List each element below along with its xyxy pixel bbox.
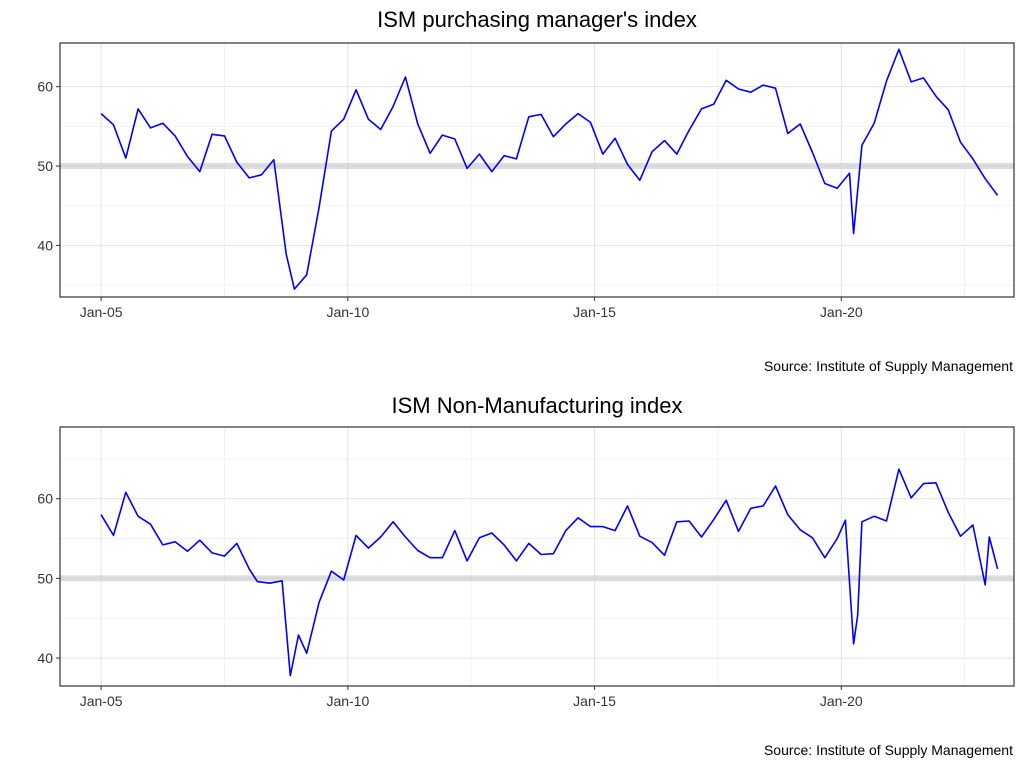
x-tick-label: Jan-15 (573, 304, 616, 320)
x-tick-label: Jan-20 (820, 304, 863, 320)
pmi-chart: ISM purchasing manager's index Source: I… (37, 7, 1015, 374)
plot-border (59, 426, 1015, 687)
chart-title: ISM purchasing manager's index (377, 7, 697, 32)
y-tick-label: 40 (37, 650, 53, 666)
y-tick-label: 50 (37, 570, 53, 586)
plot-background (60, 427, 1014, 686)
y-tick-label: 50 (37, 158, 53, 174)
y-tick-label: 60 (37, 79, 53, 95)
series-line (100, 468, 999, 677)
y-tick-label: 40 (37, 237, 53, 253)
series-line (100, 48, 999, 290)
x-tick-label: Jan-05 (80, 304, 123, 320)
x-tick-label: Jan-10 (326, 304, 369, 320)
non-manufacturing-chart: ISM Non-Manufacturing index Source: Inst… (37, 393, 1015, 758)
x-tick-label: Jan-05 (80, 693, 123, 709)
x-tick-label: Jan-15 (573, 693, 616, 709)
plot-border (59, 42, 1015, 298)
chart-title: ISM Non-Manufacturing index (391, 393, 682, 418)
x-tick-label: Jan-20 (820, 693, 863, 709)
x-tick-label: Jan-10 (326, 693, 369, 709)
plot-background (60, 43, 1014, 297)
y-tick-label: 60 (37, 491, 53, 507)
chart-source: Source: Institute of Supply Management (764, 358, 1013, 374)
chart-source: Source: Institute of Supply Management (764, 742, 1013, 758)
